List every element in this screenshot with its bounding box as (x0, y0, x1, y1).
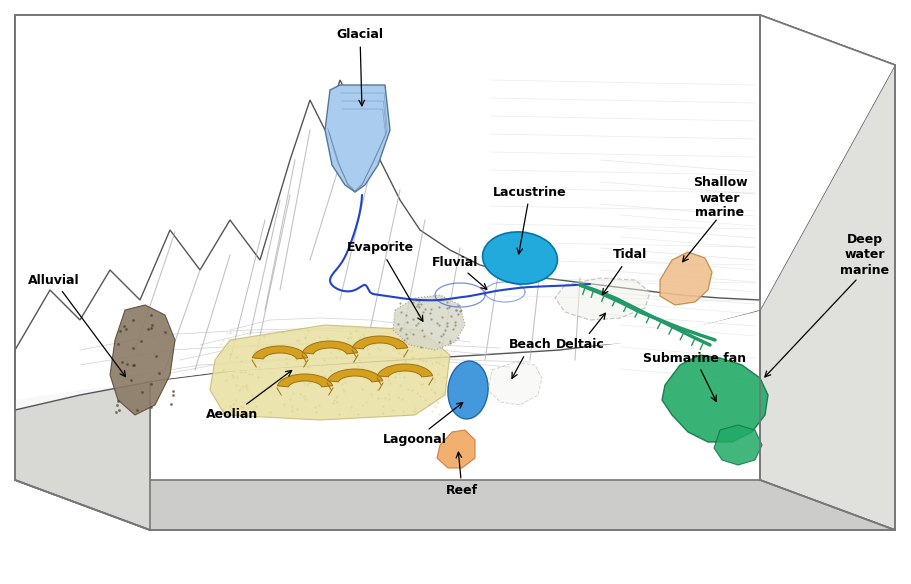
Polygon shape (488, 362, 542, 405)
Polygon shape (110, 305, 175, 415)
Text: Aeolian: Aeolian (206, 370, 292, 422)
Text: Submarine fan: Submarine fan (643, 352, 746, 401)
Text: Deltaic: Deltaic (556, 313, 606, 352)
Ellipse shape (483, 232, 558, 284)
Polygon shape (15, 480, 895, 530)
Text: Glacial: Glacial (336, 29, 384, 106)
Polygon shape (760, 15, 895, 530)
Polygon shape (437, 430, 475, 468)
Polygon shape (325, 85, 390, 192)
Polygon shape (714, 425, 762, 465)
Text: Fluvial: Fluvial (432, 256, 486, 289)
Polygon shape (377, 364, 433, 377)
Text: Alluvial: Alluvial (28, 273, 126, 377)
Text: Evaporite: Evaporite (346, 242, 423, 321)
Text: Reef: Reef (446, 452, 478, 496)
Text: Beach: Beach (508, 339, 551, 378)
Polygon shape (15, 15, 760, 400)
Polygon shape (662, 355, 768, 442)
Text: Lagoonal: Lagoonal (383, 402, 463, 447)
Polygon shape (660, 252, 712, 305)
Polygon shape (327, 369, 383, 382)
Ellipse shape (448, 361, 488, 419)
Polygon shape (15, 15, 895, 400)
Text: Tidal: Tidal (602, 249, 647, 294)
Polygon shape (15, 15, 150, 530)
Polygon shape (555, 278, 650, 320)
Text: Shallow
water
marine: Shallow water marine (692, 176, 747, 220)
Polygon shape (353, 336, 407, 349)
Polygon shape (393, 295, 465, 350)
Polygon shape (15, 15, 895, 410)
Polygon shape (277, 374, 333, 387)
Text: Lacustrine: Lacustrine (493, 186, 567, 254)
Polygon shape (302, 341, 358, 354)
Polygon shape (252, 346, 308, 359)
Text: Deep
water
marine: Deep water marine (841, 234, 889, 276)
Polygon shape (210, 325, 450, 420)
